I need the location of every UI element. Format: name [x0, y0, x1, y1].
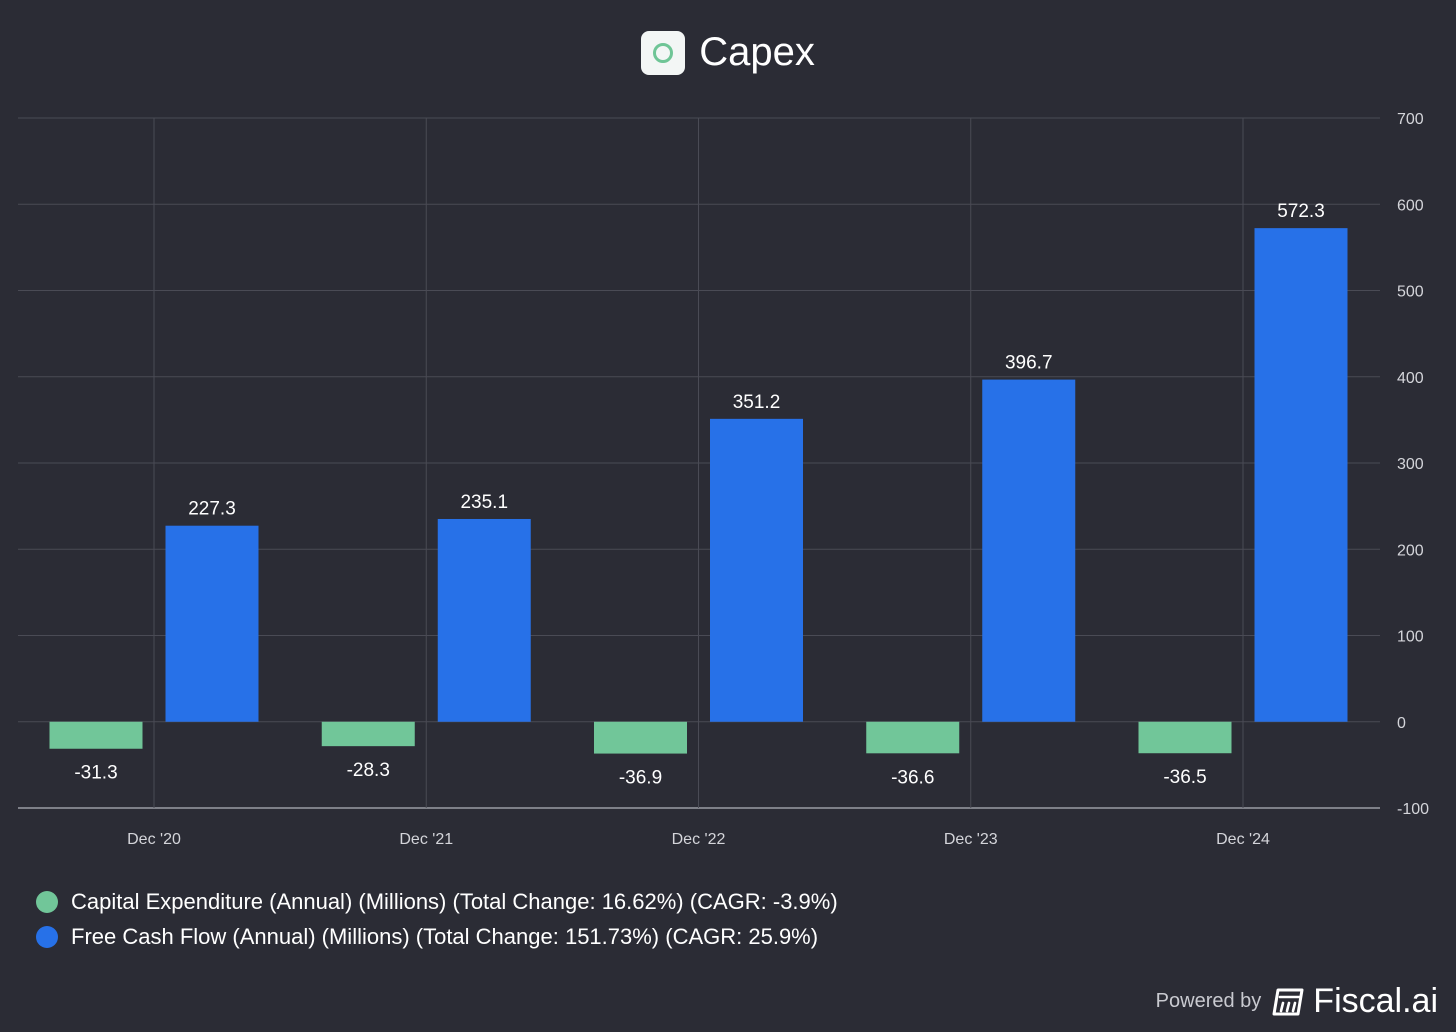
x-tick-label: Dec '24: [1216, 831, 1270, 848]
legend-marker-fcf: [36, 925, 58, 948]
y-tick-label: -100: [1397, 801, 1429, 818]
legend-item-capex[interactable]: Capital Expenditure (Annual) (Millions) …: [36, 884, 838, 919]
data-label-free-cash-flow: 227.3: [188, 499, 236, 520]
fiscal-logo-icon: [1272, 988, 1304, 1015]
powered-by-text: Powered by: [1155, 990, 1262, 1012]
y-tick-label: 200: [1397, 542, 1424, 559]
y-tick-label: 600: [1397, 197, 1424, 214]
y-tick-label: 400: [1397, 370, 1424, 387]
data-label-capex: -36.6: [891, 767, 934, 788]
brand-name: Fiscal.ai: [1313, 982, 1438, 1020]
data-label-free-cash-flow: 351.2: [733, 392, 781, 413]
data-label-free-cash-flow: 396.7: [1005, 353, 1053, 374]
chart-title-text: Capex: [699, 30, 815, 74]
data-label-capex: -28.3: [347, 760, 390, 781]
data-label-free-cash-flow: 235.1: [460, 492, 508, 513]
x-tick-label: Dec '20: [127, 831, 181, 848]
y-tick-label: 300: [1397, 456, 1424, 473]
label-layer: -31.3 -28.3 -36.9 -36.6 -36.5 227.3 235.1 351.2…: [74, 201, 1324, 788]
y-tick-label: 500: [1397, 284, 1424, 301]
y-tick-label: 100: [1397, 629, 1424, 646]
legend: Capital Expenditure (Annual) (Millions) …: [36, 884, 838, 954]
bar-chart: -31.3 -28.3 -36.9 -36.6 -36.5 227.3 235.1 351.2…: [18, 111, 1429, 848]
grid-layer: [18, 117, 1380, 809]
legend-label-capex: Capital Expenditure (Annual) (Millions) …: [71, 888, 838, 914]
footer: Powered by Fiscal.ai: [1156, 982, 1438, 1021]
bar-free-cash-flow[interactable]: [710, 418, 803, 722]
bar-free-cash-flow[interactable]: [1254, 228, 1348, 722]
bar-capex[interactable]: [594, 721, 687, 754]
x-tick-label: Dec '21: [399, 831, 453, 848]
y-tick-label: 700: [1397, 111, 1424, 128]
bar-capex[interactable]: [1138, 721, 1232, 754]
axis-layer: -100 0 100 200 300 400 500 600 700 Dec '20 Dec '21…: [127, 111, 1429, 848]
y-tick-label: 0: [1397, 715, 1406, 732]
circle-logo-icon: [641, 30, 686, 75]
legend-item-fcf[interactable]: Free Cash Flow (Annual) (Millions) (Tota…: [36, 919, 838, 954]
data-label-capex: -36.5: [1163, 767, 1206, 788]
bar-layer: [49, 228, 1348, 754]
bar-free-cash-flow[interactable]: [437, 518, 531, 722]
bar-capex[interactable]: [49, 721, 143, 749]
legend-marker-capex: [36, 890, 58, 913]
bar-capex[interactable]: [321, 721, 415, 747]
bar-free-cash-flow[interactable]: [165, 525, 259, 722]
chart-title: Capex: [0, 30, 1456, 75]
x-tick-label: Dec '23: [944, 831, 998, 848]
bar-free-cash-flow[interactable]: [982, 379, 1076, 722]
data-label-capex: -31.3: [74, 763, 117, 784]
legend-label-fcf: Free Cash Flow (Annual) (Millions) (Tota…: [71, 923, 819, 949]
data-label-capex: -36.9: [619, 768, 662, 789]
data-label-free-cash-flow: 572.3: [1277, 201, 1325, 222]
x-tick-label: Dec '22: [672, 831, 726, 848]
bar-capex[interactable]: [866, 721, 960, 754]
